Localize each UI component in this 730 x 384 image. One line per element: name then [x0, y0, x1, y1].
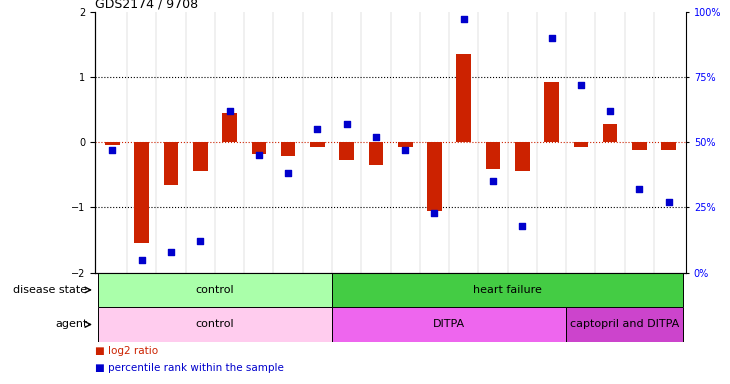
Text: captopril and DITPA: captopril and DITPA	[570, 319, 680, 329]
Point	[223, 108, 235, 114]
Bar	[485, 142, 500, 169]
Bar	[427, 142, 442, 210]
Text: ■ log2 ratio: ■ log2 ratio	[95, 346, 158, 356]
Point	[516, 223, 528, 229]
Point	[370, 134, 382, 140]
Bar	[252, 142, 266, 154]
Text: disease state: disease state	[13, 285, 88, 295]
Point	[575, 81, 587, 88]
Text: agent: agent	[55, 319, 88, 329]
Text: ■ percentile rank within the sample: ■ percentile rank within the sample	[95, 363, 284, 373]
Bar	[332, 273, 683, 307]
Point	[604, 108, 616, 114]
Text: heart failure: heart failure	[473, 285, 542, 295]
Bar	[193, 142, 207, 171]
Point	[165, 249, 177, 255]
Bar	[456, 54, 471, 142]
Bar	[134, 142, 149, 243]
Point	[429, 210, 440, 216]
Bar	[661, 142, 676, 150]
Bar	[398, 142, 412, 147]
Point	[283, 170, 294, 177]
Point	[546, 35, 558, 41]
Bar	[566, 307, 683, 342]
Point	[341, 121, 353, 127]
Text: GDS2174 / 9708: GDS2174 / 9708	[95, 0, 198, 10]
Bar	[515, 142, 529, 171]
Point	[487, 178, 499, 184]
Point	[107, 147, 118, 153]
Bar	[164, 142, 178, 185]
Point	[399, 147, 411, 153]
Bar	[369, 142, 383, 165]
Point	[194, 238, 206, 244]
Bar	[310, 142, 325, 147]
Point	[634, 186, 645, 192]
Point	[663, 199, 675, 205]
Bar	[98, 307, 332, 342]
Bar	[632, 142, 647, 150]
Bar	[332, 307, 566, 342]
Bar	[281, 142, 296, 156]
Point	[312, 126, 323, 132]
Point	[136, 257, 147, 263]
Text: DITPA: DITPA	[433, 319, 465, 329]
Bar	[603, 124, 618, 142]
Text: control: control	[196, 285, 234, 295]
Bar	[222, 113, 237, 142]
Bar	[545, 82, 559, 142]
Bar	[105, 142, 120, 146]
Point	[458, 16, 469, 22]
Point	[253, 152, 265, 158]
Bar	[98, 273, 332, 307]
Text: control: control	[196, 319, 234, 329]
Bar	[574, 142, 588, 147]
Bar	[339, 142, 354, 161]
